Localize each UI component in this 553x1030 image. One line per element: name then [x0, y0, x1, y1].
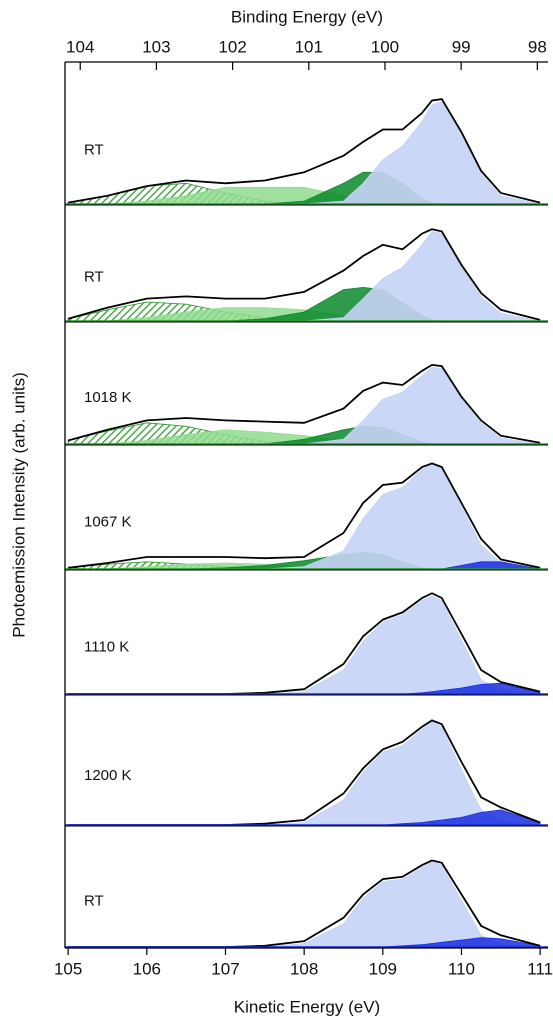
- envelope-line: [67, 462, 541, 569]
- top-tick-label: 104: [66, 37, 94, 56]
- x-tick-label: 105: [54, 959, 82, 978]
- panel-label: RT: [84, 269, 104, 286]
- top-tick-label: 99: [452, 37, 471, 56]
- panel-label: 1200 K: [84, 767, 132, 784]
- x-tick-label: 109: [369, 959, 397, 978]
- top-tick-label: 101: [295, 37, 323, 56]
- envelope-line: [67, 363, 541, 444]
- x-tick-label: 111: [527, 959, 553, 978]
- panel-label: 1018 K: [84, 389, 132, 406]
- envelope-line: [67, 228, 541, 321]
- top-tick-label: 98: [528, 37, 547, 56]
- component-area: [68, 721, 541, 826]
- panel-label: 1067 K: [84, 513, 132, 530]
- x-axis-title: Kinetic Energy (eV): [234, 997, 380, 1016]
- y-axis-title: Photoemission Intensity (arb. units): [9, 372, 28, 638]
- envelope-line: [67, 98, 541, 204]
- top-tick-label: 102: [218, 37, 246, 56]
- x-tick-label: 110: [448, 959, 475, 978]
- panel-label: RT: [84, 893, 104, 910]
- x-tick-label: 108: [290, 959, 318, 978]
- component-area: [68, 861, 541, 948]
- top-tick-label: 103: [142, 37, 170, 56]
- panel-label: RT: [84, 142, 104, 159]
- x-tick-label: 106: [133, 959, 161, 978]
- panel-label: 1110 K: [84, 638, 129, 655]
- x-tick-label: 107: [211, 959, 239, 978]
- top-axis-title: Binding Energy (eV): [231, 7, 383, 26]
- top-tick-label: 100: [371, 37, 399, 56]
- component-area: [68, 595, 541, 695]
